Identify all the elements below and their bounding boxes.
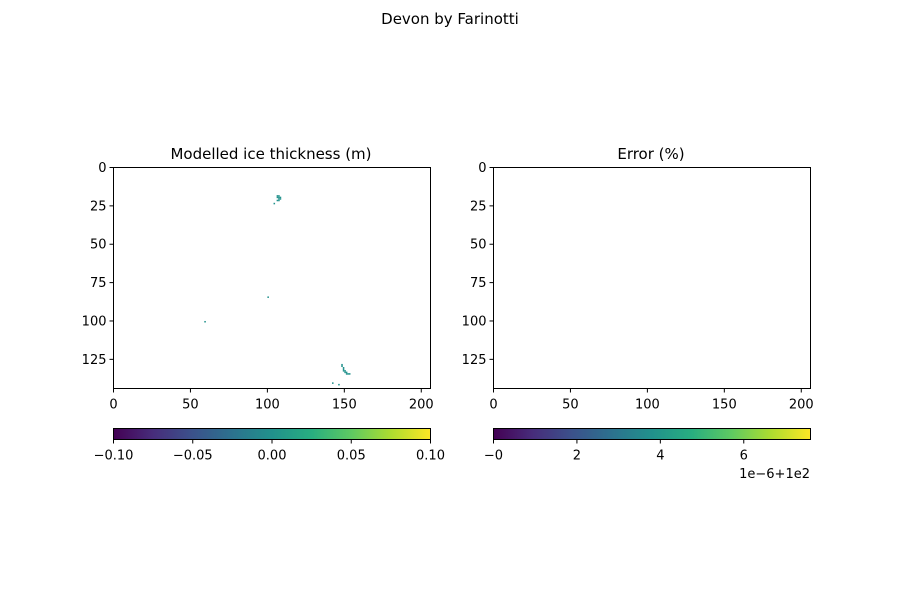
- heatmap-cell-19: [345, 371, 348, 374]
- x-tick-label: 200: [789, 398, 814, 413]
- colorbar-tick-label: 6: [740, 449, 748, 464]
- y-tick-label: 100: [82, 314, 107, 329]
- panel-title: Error (%): [617, 145, 684, 163]
- heatmap-cell-6: [279, 198, 282, 200]
- colorbar-ticks: −0 2 4 6: [484, 439, 748, 464]
- heatmap-cell-15: [342, 368, 345, 371]
- y-tick-label: 50: [470, 238, 487, 253]
- heatmap-cell-12: [341, 363, 343, 366]
- x-tick-label: 100: [255, 398, 280, 413]
- x-tick-label: 50: [182, 398, 199, 413]
- axes-frame: [493, 167, 811, 389]
- x-tick-label: 150: [332, 398, 357, 413]
- y-tick-label: 0: [98, 161, 106, 176]
- axes-frame: [113, 167, 431, 389]
- x-axis: 0 50 100 150 200: [109, 388, 434, 413]
- colorbar-tick-label: −0.10: [94, 449, 134, 464]
- y-tick-label: 75: [90, 276, 107, 291]
- heatmap-cells: [204, 195, 351, 386]
- y-tick-label: 0: [478, 161, 486, 176]
- heatmap-cell-17: [344, 370, 346, 372]
- heatmap-cell-5: [278, 198, 280, 200]
- thickness-panel: Modelled ice thickness (m) 0 50 100 150 200 …: [82, 145, 445, 464]
- heatmap-cell-2: [276, 196, 279, 199]
- heatmap-cell-18: [344, 371, 346, 374]
- y-tick-label: 50: [90, 238, 107, 253]
- heatmap-cell-9: [273, 202, 276, 205]
- x-tick-label: 50: [562, 398, 579, 413]
- x-tick-label: 100: [635, 398, 660, 413]
- heatmap-cell-22: [348, 373, 351, 375]
- y-tick-label: 75: [470, 276, 487, 291]
- colorbar-gradient: [113, 428, 431, 440]
- error-panel: Error (%) 0 50 100 150 200 0 25 50 75 100 125 −0 2…: [462, 145, 814, 482]
- heatmap-cell-21: [347, 373, 349, 375]
- heatmap-cell-14: [342, 367, 345, 369]
- heatmap-cell-8: [278, 199, 280, 202]
- heatmap-cell-11: [204, 320, 206, 323]
- colorbar-tick-label: 2: [573, 449, 581, 464]
- x-tick-label: 0: [109, 398, 117, 413]
- colorbar-offset-text: 1e−6+1e2: [739, 467, 810, 482]
- y-tick-label: 125: [462, 353, 487, 368]
- heatmap-cell-16: [342, 370, 345, 372]
- colorbar-ticks: −0.10 −0.05 0.00 0.05 0.10: [94, 439, 445, 464]
- colorbar: −0.10 −0.05 0.00 0.05 0.10: [94, 428, 445, 464]
- y-axis: 0 25 50 75 100 125: [82, 161, 114, 368]
- heatmap-cell-0: [276, 195, 279, 197]
- figure-title: Devon by Farinotti: [381, 10, 519, 28]
- heatmap-cell-24: [338, 383, 340, 386]
- heatmap-cell-3: [278, 196, 280, 199]
- heatmap-cell-20: [345, 373, 348, 375]
- colorbar-tick-label: −0.05: [173, 449, 213, 464]
- x-tick-label: 200: [409, 398, 434, 413]
- colorbar-tick-label: 0.10: [416, 449, 445, 464]
- x-tick-label: 0: [489, 398, 497, 413]
- colorbar-gradient: [493, 428, 811, 440]
- colorbar-tick-label: 0.05: [337, 449, 366, 464]
- y-tick-label: 100: [462, 314, 487, 329]
- heatmap-cell-1: [278, 195, 280, 197]
- colorbar: −0 2 4 6 1e−6+1e2: [484, 428, 811, 482]
- panel-title: Modelled ice thickness (m): [170, 145, 371, 163]
- heatmap-cell-7: [276, 199, 279, 202]
- heatmap-cell-13: [341, 365, 343, 368]
- colorbar-tick-label: −0: [484, 449, 503, 464]
- colorbar-tick-label: 0.00: [258, 449, 287, 464]
- y-axis: 0 25 50 75 100 125: [462, 161, 494, 368]
- y-tick-label: 125: [82, 353, 107, 368]
- colorbar-tick-label: 4: [656, 449, 664, 464]
- x-axis: 0 50 100 150 200: [489, 388, 814, 413]
- heatmap-cell-23: [332, 382, 334, 384]
- x-tick-label: 150: [712, 398, 737, 413]
- heatmap-cell-10: [267, 296, 269, 298]
- heatmap-cell-4: [279, 196, 282, 199]
- y-tick-label: 25: [470, 199, 487, 214]
- y-tick-label: 25: [90, 199, 107, 214]
